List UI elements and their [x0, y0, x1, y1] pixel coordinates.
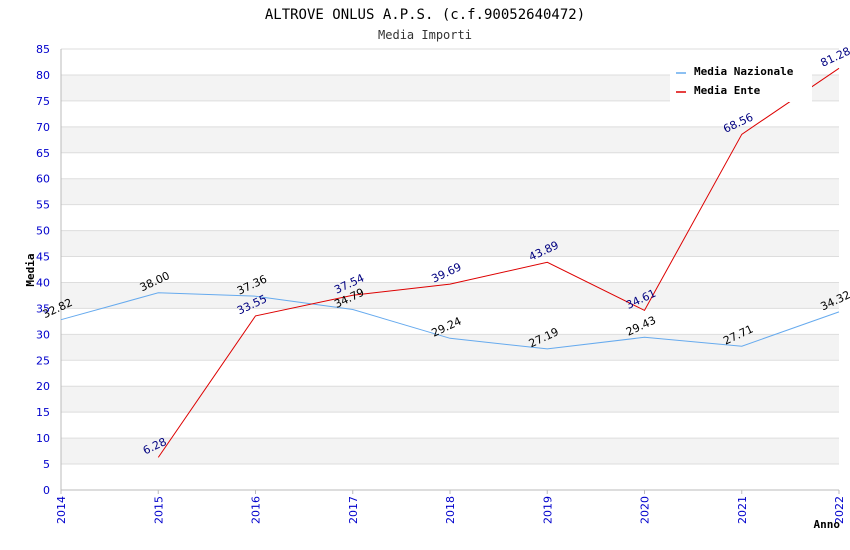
grid-band	[61, 282, 839, 309]
chart-subtitle: Media Importi	[378, 28, 472, 42]
y-tick-labels: 0 5 10 15 20 25 30 35 40 45 50 55 60 65 70 75 80 85	[36, 43, 50, 497]
y-tick-label: 60	[36, 173, 50, 186]
y-tick-label: 5	[43, 458, 50, 471]
legend-label-media-ente: Media Ente	[694, 84, 761, 97]
series-lines	[60, 67, 840, 458]
x-tick-label: 2016	[250, 496, 263, 524]
x-tick-label: 2021	[736, 496, 749, 524]
chart-title: ALTROVE ONLUS A.P.S. (c.f.90052640472)	[265, 7, 585, 23]
x-tick-label: 2014	[55, 496, 68, 524]
axes	[60, 49, 840, 494]
grid-band	[61, 178, 839, 205]
grid-band	[61, 230, 839, 257]
y-tick-label: 65	[36, 147, 50, 160]
y-tick-label: 45	[36, 251, 50, 264]
x-tick-label: 2018	[444, 496, 457, 524]
grid-bands	[61, 74, 839, 465]
grid-band	[61, 126, 839, 153]
y-tick-label: 70	[36, 121, 50, 134]
y-axis-label: Media	[24, 253, 37, 286]
x-tick-label: 2022	[833, 496, 846, 524]
y-tick-label: 35	[36, 302, 50, 315]
x-tick-labels: 2014 2015 2016 2017 2018 2019 2020 2021 2022	[55, 496, 846, 524]
series-line-0	[60, 292, 840, 350]
y-tick-label: 0	[43, 484, 50, 497]
x-tick-label: 2017	[347, 496, 360, 524]
x-tick-label: 2015	[152, 496, 165, 524]
x-tick-label: 2020	[639, 496, 652, 524]
series-line-1	[157, 67, 840, 458]
y-tick-label: 55	[36, 199, 50, 212]
legend-label-media-nazionale: Media Nazionale	[694, 65, 794, 78]
grid-band	[61, 438, 839, 465]
legend: Media Nazionale Media Ente	[670, 60, 812, 102]
y-tick-label: 15	[36, 406, 50, 419]
data-label-media-ente: 39.69	[429, 260, 463, 285]
y-tick-label: 85	[36, 43, 50, 56]
y-tick-label: 50	[36, 225, 50, 238]
y-tick-label: 75	[36, 95, 50, 108]
x-tick-label: 2019	[541, 496, 554, 524]
y-tick-label: 30	[36, 328, 50, 341]
x-axis-label: Anno	[814, 518, 841, 531]
data-label-media-ente: 81.28	[818, 45, 850, 70]
y-tick-label: 40	[36, 276, 50, 289]
y-tick-label: 80	[36, 69, 50, 82]
y-tick-label: 10	[36, 432, 50, 445]
legend-box	[670, 60, 812, 102]
grid-band	[61, 386, 839, 413]
y-tick-label: 20	[36, 380, 50, 393]
y-tick-label: 25	[36, 354, 50, 367]
